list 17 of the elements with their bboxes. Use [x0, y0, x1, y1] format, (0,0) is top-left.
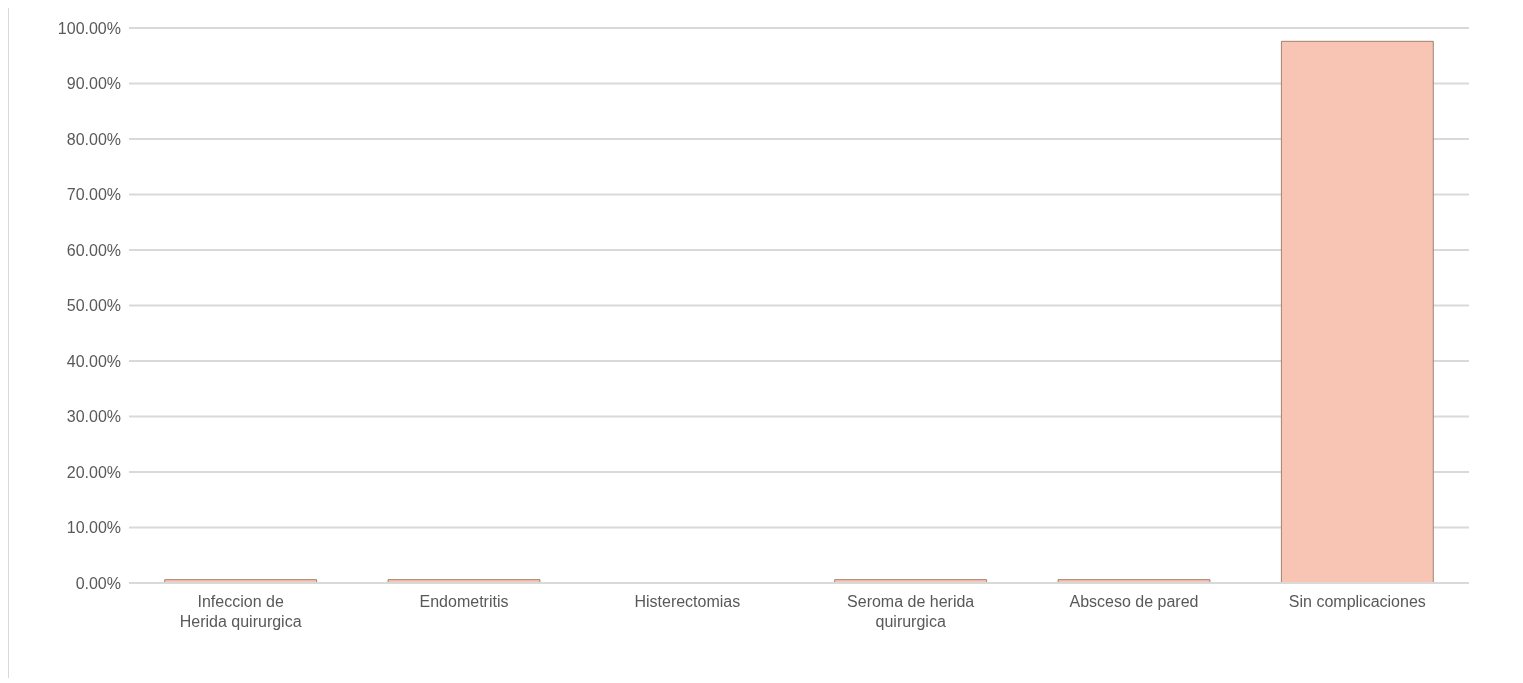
- y-tick-label: 70.00%: [66, 186, 121, 204]
- y-tick-label: 0.00%: [75, 574, 121, 592]
- y-tick-label: 50.00%: [66, 297, 121, 315]
- x-tick-label: Endometritis: [419, 593, 509, 610]
- y-tick-label: 30.00%: [66, 408, 121, 426]
- y-tick-label: 100.00%: [57, 19, 121, 37]
- x-tick-label: Histerectomias: [634, 593, 741, 610]
- y-tick-label: 60.00%: [66, 241, 121, 259]
- x-tick-label: Absceso de pared: [1069, 593, 1199, 610]
- y-tick-label: 80.00%: [66, 130, 121, 148]
- y-tick-label: 20.00%: [66, 463, 121, 481]
- y-tick-label: 10.00%: [66, 519, 121, 537]
- y-tick-label: 90.00%: [66, 75, 121, 93]
- x-tick-label: Seroma de herida quirurgica: [847, 593, 975, 630]
- x-tick-label: Infeccion de Herida quirurgica: [179, 593, 302, 630]
- y-tick-label: 40.00%: [66, 352, 121, 370]
- x-tick-label: Sin complicaciones: [1288, 593, 1426, 610]
